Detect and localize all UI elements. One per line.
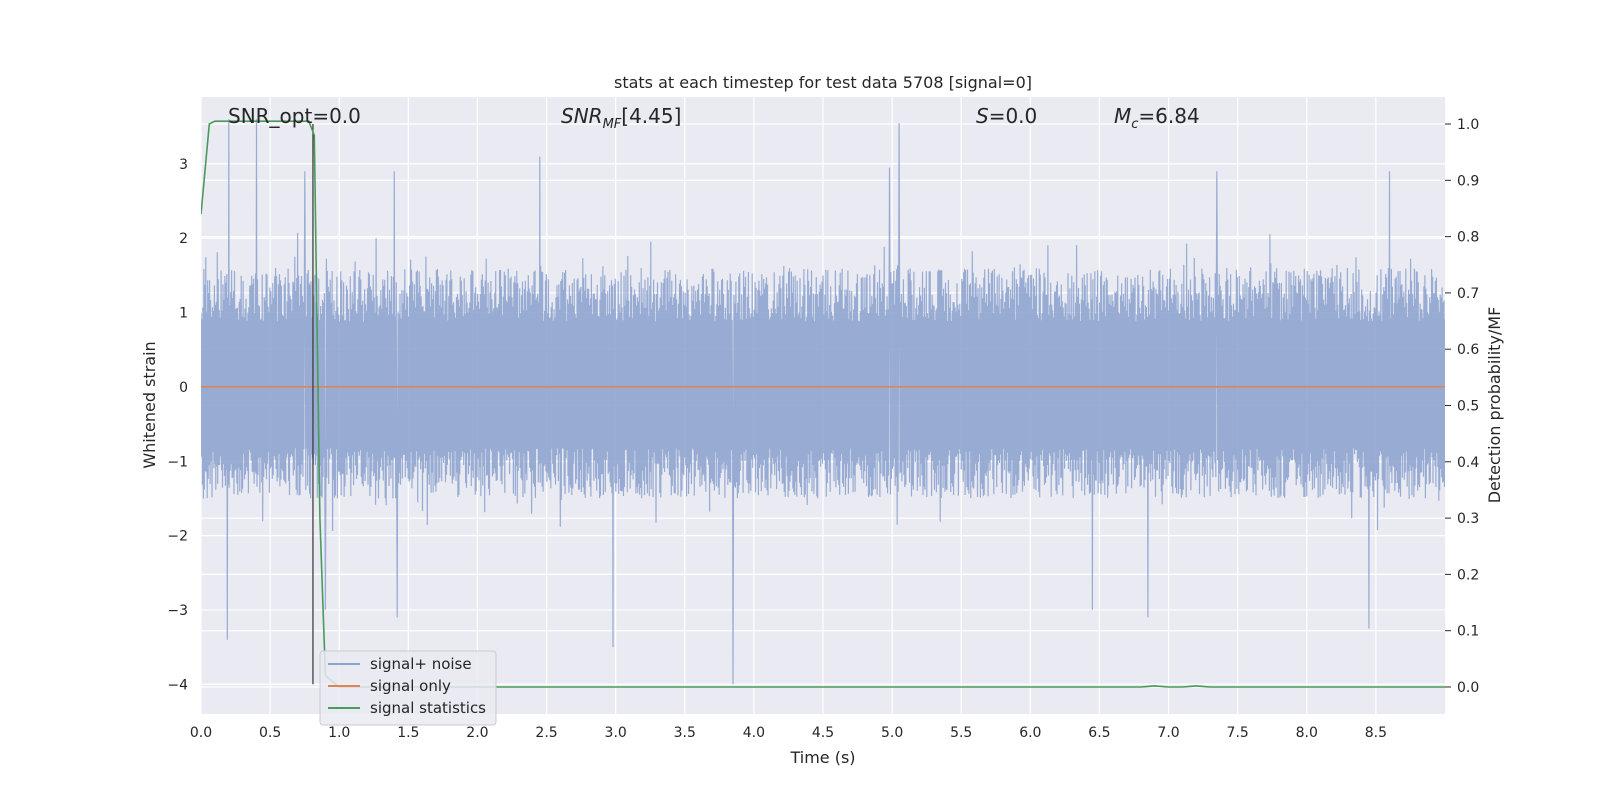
y-tick-label-left: 2 — [179, 231, 188, 247]
y-tick-label-right: 0.5 — [1457, 399, 1479, 415]
y-tick-label-right: 1.0 — [1457, 117, 1479, 133]
y-tick-label-right: 0.9 — [1457, 173, 1479, 189]
y-tick-label-left: −4 — [167, 677, 188, 693]
x-tick-label: 2.5 — [535, 725, 557, 741]
y-tick-label-left: −2 — [167, 529, 188, 545]
x-tick-label: 5.0 — [881, 725, 903, 741]
x-tick-label: 6.0 — [1019, 725, 1041, 741]
x-tick-label: 5.5 — [950, 725, 972, 741]
legend-label-noise: signal+ noise — [370, 655, 472, 673]
x-tick-label: 8.5 — [1365, 725, 1387, 741]
x-tick-label: 8.0 — [1296, 725, 1318, 741]
x-tick-label: 6.5 — [1088, 725, 1110, 741]
x-tick-label: 7.5 — [1227, 725, 1249, 741]
y-tick-label-right: 0.2 — [1457, 567, 1479, 583]
y-axis-label-right: Detection probability/MF — [1485, 307, 1504, 504]
left-axis-ticks: 3 2 1 0 −1 −2 −3 −4 — [167, 157, 188, 693]
legend-box — [319, 650, 497, 726]
x-tick-label: 0.5 — [259, 725, 281, 741]
annotation-snr-mf: SNRMF[4.45] — [561, 104, 681, 132]
x-tick-label: 1.0 — [328, 725, 350, 741]
x-tick-label: 4.0 — [743, 725, 765, 741]
y-tick-label-left: −3 — [167, 603, 188, 619]
legend-label-stats: signal statistics — [370, 699, 486, 717]
x-tick-label: 0.0 — [190, 725, 212, 741]
chart-title: stats at each timestep for test data 570… — [614, 73, 1032, 92]
x-axis-ticks: 0.0 0.5 1.0 1.5 2.0 2.5 3.0 3.5 4.0 4.5 5.0 5.5 6.0 6… — [190, 725, 1387, 741]
annotation-s: S=0.0 — [976, 104, 1037, 128]
legend: signal+ noise signal only signal statist… — [319, 650, 497, 726]
x-tick-label: 3.5 — [674, 725, 696, 741]
right-axis-ticks: 1.0 0.9 0.8 0.7 0.6 0.5 0.4 0.3 0.2 0.1 0.0 — [1445, 117, 1479, 696]
series-signal-noise-line — [201, 119, 1445, 685]
y-tick-label-right: 0.3 — [1457, 511, 1479, 527]
legend-label-signal: signal only — [370, 677, 451, 695]
y-tick-label-right: 0.7 — [1457, 286, 1479, 302]
y-tick-label-right: 0.4 — [1457, 455, 1479, 471]
x-tick-label: 2.0 — [466, 725, 488, 741]
y-tick-label-left: 3 — [179, 157, 188, 173]
annotation-mc: Mc=6.84 — [1114, 104, 1200, 132]
y-axis-label-left: Whitened strain — [140, 341, 159, 468]
y-tick-label-left: −1 — [167, 454, 188, 470]
x-tick-label: 4.5 — [812, 725, 834, 741]
y-tick-label-left: 1 — [179, 306, 188, 322]
y-tick-label-right: 0.1 — [1457, 624, 1479, 640]
x-tick-label: 7.0 — [1157, 725, 1179, 741]
y-tick-label-right: 0.6 — [1457, 342, 1479, 358]
x-axis-label: Time (s) — [789, 748, 855, 767]
y-tick-label-right: 0.0 — [1457, 680, 1479, 696]
y-tick-label-left: 0 — [179, 380, 188, 396]
x-tick-label: 3.0 — [605, 725, 627, 741]
annotation-snr-opt: SNR_opt=0.0 — [228, 104, 361, 128]
x-tick-label: 1.5 — [397, 725, 419, 741]
y-tick-label-right: 0.8 — [1457, 230, 1479, 246]
